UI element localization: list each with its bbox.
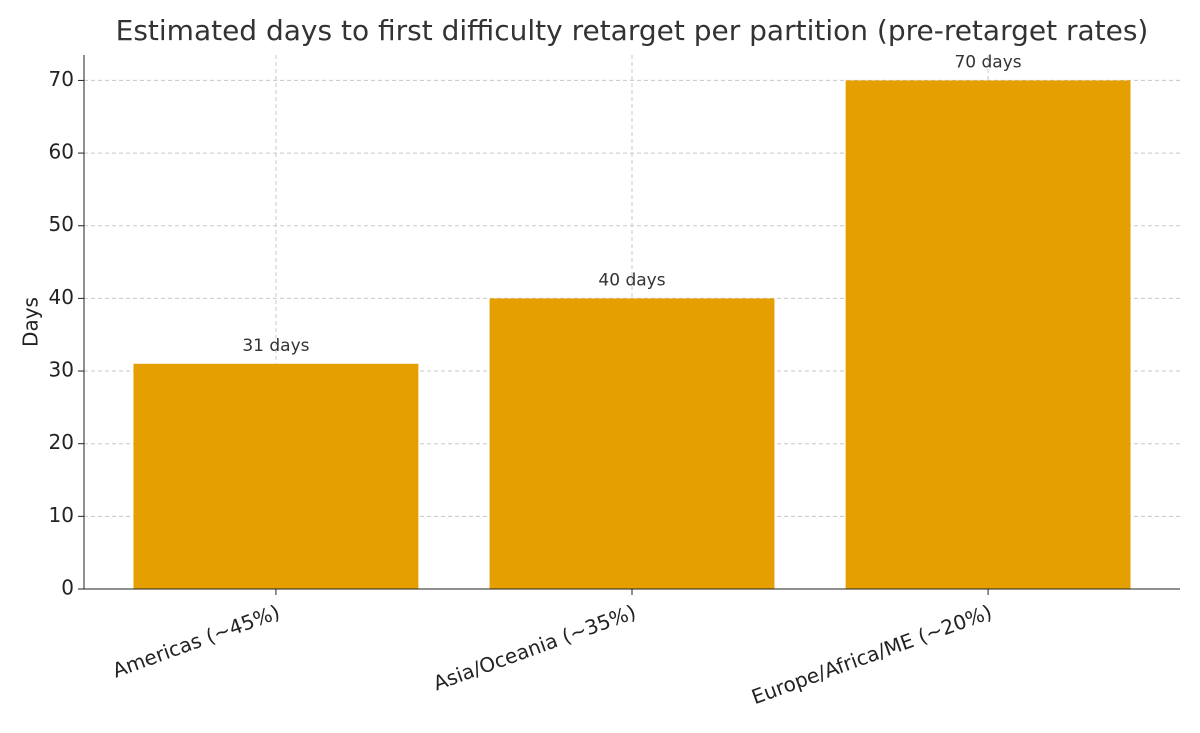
x-tick-label: Asia/Oceania (~35%) [430, 600, 639, 696]
y-tick-label: 70 [49, 67, 74, 91]
bar [133, 363, 419, 589]
x-tick-label: Europe/Africa/ME (~20%) [748, 600, 995, 709]
value-label: 40 days [598, 270, 665, 290]
value-label: 70 days [954, 52, 1021, 72]
y-tick-label: 40 [49, 285, 74, 309]
bar [489, 298, 775, 589]
y-tick-label: 60 [49, 140, 74, 164]
y-tick-label: 0 [61, 576, 74, 600]
y-tick-label: 20 [49, 430, 74, 454]
y-tick-label: 50 [49, 212, 74, 236]
value-label: 31 days [242, 336, 309, 356]
x-tick-label: Americas (~45%) [109, 600, 283, 683]
bar [845, 80, 1131, 589]
y-tick-label: 10 [49, 503, 74, 527]
chart-title: Estimated days to first difficulty retar… [116, 14, 1149, 47]
y-axis-label: Days [19, 297, 43, 347]
y-tick-label: 30 [49, 358, 74, 382]
